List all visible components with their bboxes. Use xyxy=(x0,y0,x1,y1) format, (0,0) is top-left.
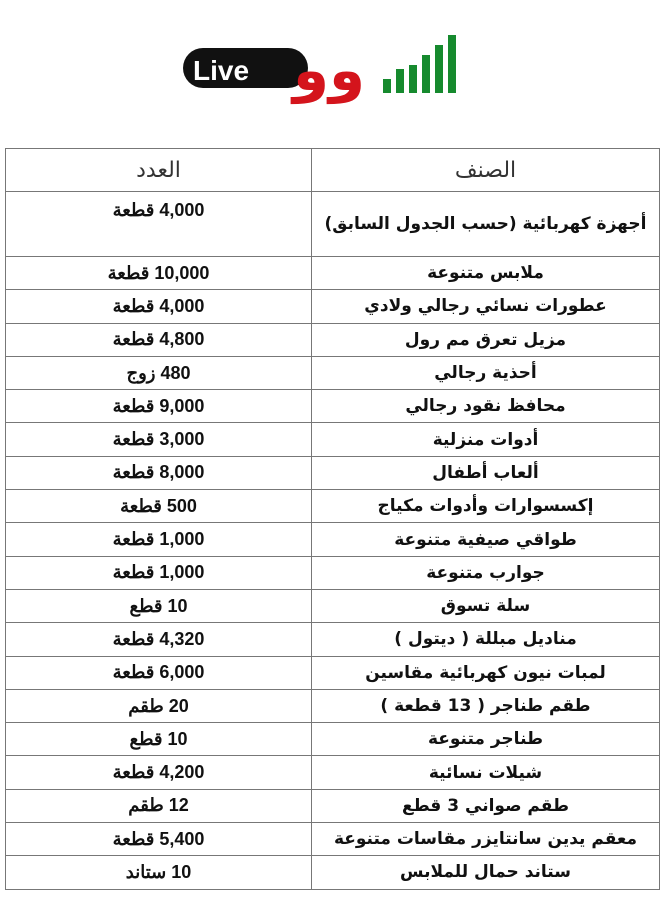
count-cell: 10 ستاند xyxy=(5,855,312,890)
count-cell: 6,000 قطعة xyxy=(5,655,312,690)
count-cell: 5,400 قطعة xyxy=(5,822,312,857)
count-cell: 12 طقم xyxy=(5,788,312,824)
table-row: طقم صواني 3 قطع 12 طقم xyxy=(5,788,660,824)
table-row: عطورات نسائي رجالي ولادي 4,000 قطعة xyxy=(5,289,660,324)
count-cell: 10,000 قطعة xyxy=(5,255,312,291)
count-cell: 4,200 قطعة xyxy=(5,755,312,790)
item-cell: طواقي صيفية متنوعة xyxy=(311,522,660,557)
table-row: أدوات منزلية 3,000 قطعة xyxy=(5,422,660,457)
header-item: الصنف xyxy=(311,148,660,192)
table-row: محافظ نقود رجالي 9,000 قطعة xyxy=(5,389,660,424)
table-row: طقم طناجر ( 13 قطعة ) 20 طقم xyxy=(5,688,660,724)
count-cell: 4,320 قطعة xyxy=(5,622,312,657)
table-row: شيلات نسائية 4,200 قطعة xyxy=(5,755,660,790)
table-row: أجهزة كهربائية (حسب الجدول السابق) 4,000 … xyxy=(5,191,660,257)
table-row: طناجر متنوعة 10 قطع xyxy=(5,722,660,757)
item-cell: طقم طناجر ( 13 قطعة ) xyxy=(311,688,660,724)
items-table: الصنف العدد أجهزة كهربائية (حسب الجدول ا… xyxy=(5,148,660,890)
table-row: ملابس متنوعة 10,000 قطعة xyxy=(5,255,660,291)
item-cell: مزيل تعرق مم رول xyxy=(311,322,660,357)
count-cell: 9,000 قطعة xyxy=(5,389,312,424)
logo-brand: وو xyxy=(293,36,366,104)
table-row: معقم يدين سانتايزر مقاسات متنوعة 5,400 قط… xyxy=(5,822,660,857)
count-cell: 20 طقم xyxy=(5,688,312,724)
signal-bars-icon xyxy=(383,33,456,93)
count-cell: 8,000 قطعة xyxy=(5,455,312,491)
table-row: جوارب متنوعة 1,000 قطعة xyxy=(5,555,660,590)
table-row: أحذية رجالي 480 زوج xyxy=(5,355,660,391)
logo-subtitle: الإمارات xyxy=(238,36,272,47)
count-cell: 4,000 قطعة xyxy=(5,191,312,257)
table-row: مزيل تعرق مم رول 4,800 قطعة xyxy=(5,322,660,357)
item-cell: محافظ نقود رجالي xyxy=(311,389,660,424)
item-cell: لمبات نيون كهربائية مقاسين xyxy=(311,655,660,690)
item-cell: مناديل مبللة ( ديتول ) xyxy=(311,622,660,657)
count-cell: 10 قطع xyxy=(5,722,312,757)
table-row: إكسسوارات وأدوات مكياج 500 قطعة xyxy=(5,489,660,524)
item-cell: طناجر متنوعة xyxy=(311,722,660,757)
header-count: العدد xyxy=(5,148,312,192)
item-cell: شيلات نسائية xyxy=(311,755,660,790)
item-cell: إكسسوارات وأدوات مكياج xyxy=(311,489,660,524)
item-cell: معقم يدين سانتايزر مقاسات متنوعة xyxy=(311,822,660,857)
table-row: لمبات نيون كهربائية مقاسين 6,000 قطعة xyxy=(5,655,660,690)
item-cell: طقم صواني 3 قطع xyxy=(311,788,660,824)
item-cell: ألعاب أطفال xyxy=(311,455,660,491)
count-cell: 500 قطعة xyxy=(5,489,312,524)
item-cell: ملابس متنوعة xyxy=(311,255,660,291)
count-cell: 3,000 قطعة xyxy=(5,422,312,457)
item-cell: عطورات نسائي رجالي ولادي xyxy=(311,289,660,324)
table-row: ستاند حمال للملابس 10 ستاند xyxy=(5,855,660,890)
table-row: ألعاب أطفال 8,000 قطعة xyxy=(5,455,660,491)
item-cell: سلة تسوق xyxy=(311,588,660,624)
item-cell: أدوات منزلية xyxy=(311,422,660,457)
count-cell: 1,000 قطعة xyxy=(5,522,312,557)
count-cell: 480 زوج xyxy=(5,355,312,391)
count-cell: 4,000 قطعة xyxy=(5,289,312,324)
count-cell: 4,800 قطعة xyxy=(5,322,312,357)
table-row: مناديل مبللة ( ديتول ) 4,320 قطعة xyxy=(5,622,660,657)
item-cell: جوارب متنوعة xyxy=(311,555,660,590)
table-row: طواقي صيفية متنوعة 1,000 قطعة xyxy=(5,522,660,557)
logo-text: Live xyxy=(193,55,250,86)
logo-live-badge: Live الإمارات xyxy=(183,36,308,88)
count-cell: 10 قطع xyxy=(5,588,312,624)
logo: Live الإمارات وو xyxy=(183,33,463,113)
count-cell: 1,000 قطعة xyxy=(5,555,312,590)
table-row: سلة تسوق 10 قطع xyxy=(5,588,660,624)
item-cell: أجهزة كهربائية (حسب الجدول السابق) xyxy=(311,191,660,257)
item-cell: أحذية رجالي xyxy=(311,355,660,391)
item-cell: ستاند حمال للملابس xyxy=(311,855,660,890)
table-header: الصنف العدد xyxy=(5,148,660,192)
